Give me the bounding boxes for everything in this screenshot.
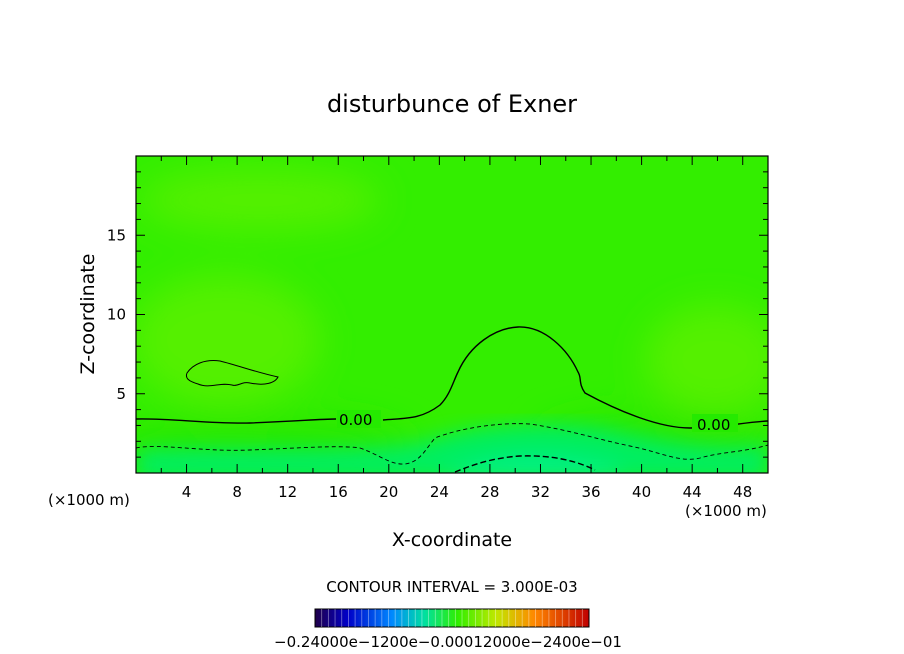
contour-field-low-core [450,457,620,473]
x-tick-label: 28 [480,483,499,501]
x-tick-label: 40 [632,483,651,501]
contour-field-high-right [645,305,768,415]
contour-line-closed-small [185,360,279,387]
x-axis: 4 8 12 16 20 24 28 32 36 40 44 48 [160,156,752,501]
contour-line-zero [136,326,768,429]
x-tick-label: 20 [379,483,398,501]
x-tick-label: 16 [329,483,348,501]
y-axis: 5 10 15 [107,171,768,458]
contour-label-2: 0.00 [697,416,730,434]
x-tick-label: 48 [733,483,752,501]
x-unit-label-right: (×1000 m) [685,502,767,520]
y-tick-label: 5 [116,385,126,403]
contour-label-1: 0.00 [339,411,372,429]
contour-line-negative-upper [136,423,768,465]
contour-field-low-bottom [136,424,768,473]
x-tick-label: 12 [278,483,297,501]
y-tick-label: 15 [107,226,126,244]
x-tick-label: 24 [430,483,449,501]
x-tick-label: 32 [531,483,550,501]
colorbar-gradient [314,608,590,628]
x-tick-label: 36 [581,483,600,501]
contour-field-high-top [140,170,380,230]
x-tick-label: 8 [232,483,242,501]
colorbar-tick-labels: −0.24000e−1200e−0.00012000e−2400e−01 [274,633,622,651]
contour-interval-text: CONTOUR INTERVAL = 3.000E-03 [326,578,577,596]
x-unit-label-left: (×1000 m) [48,491,130,509]
y-tick-label: 10 [107,306,126,324]
contour-field-high-left [136,275,320,405]
colorbar [314,608,590,628]
y-axis-label: Z-coordinate [77,254,99,375]
chart-title: disturbunce of Exner [327,90,577,118]
contour-label-bg-1 [337,410,381,428]
x-axis-label: X-coordinate [392,529,512,551]
x-tick-label: 44 [683,483,702,501]
x-tick-label: 4 [182,483,192,501]
contour-line-negative-lower [454,455,596,473]
contour-label-bg-2 [692,414,738,432]
plot-area [136,156,768,473]
